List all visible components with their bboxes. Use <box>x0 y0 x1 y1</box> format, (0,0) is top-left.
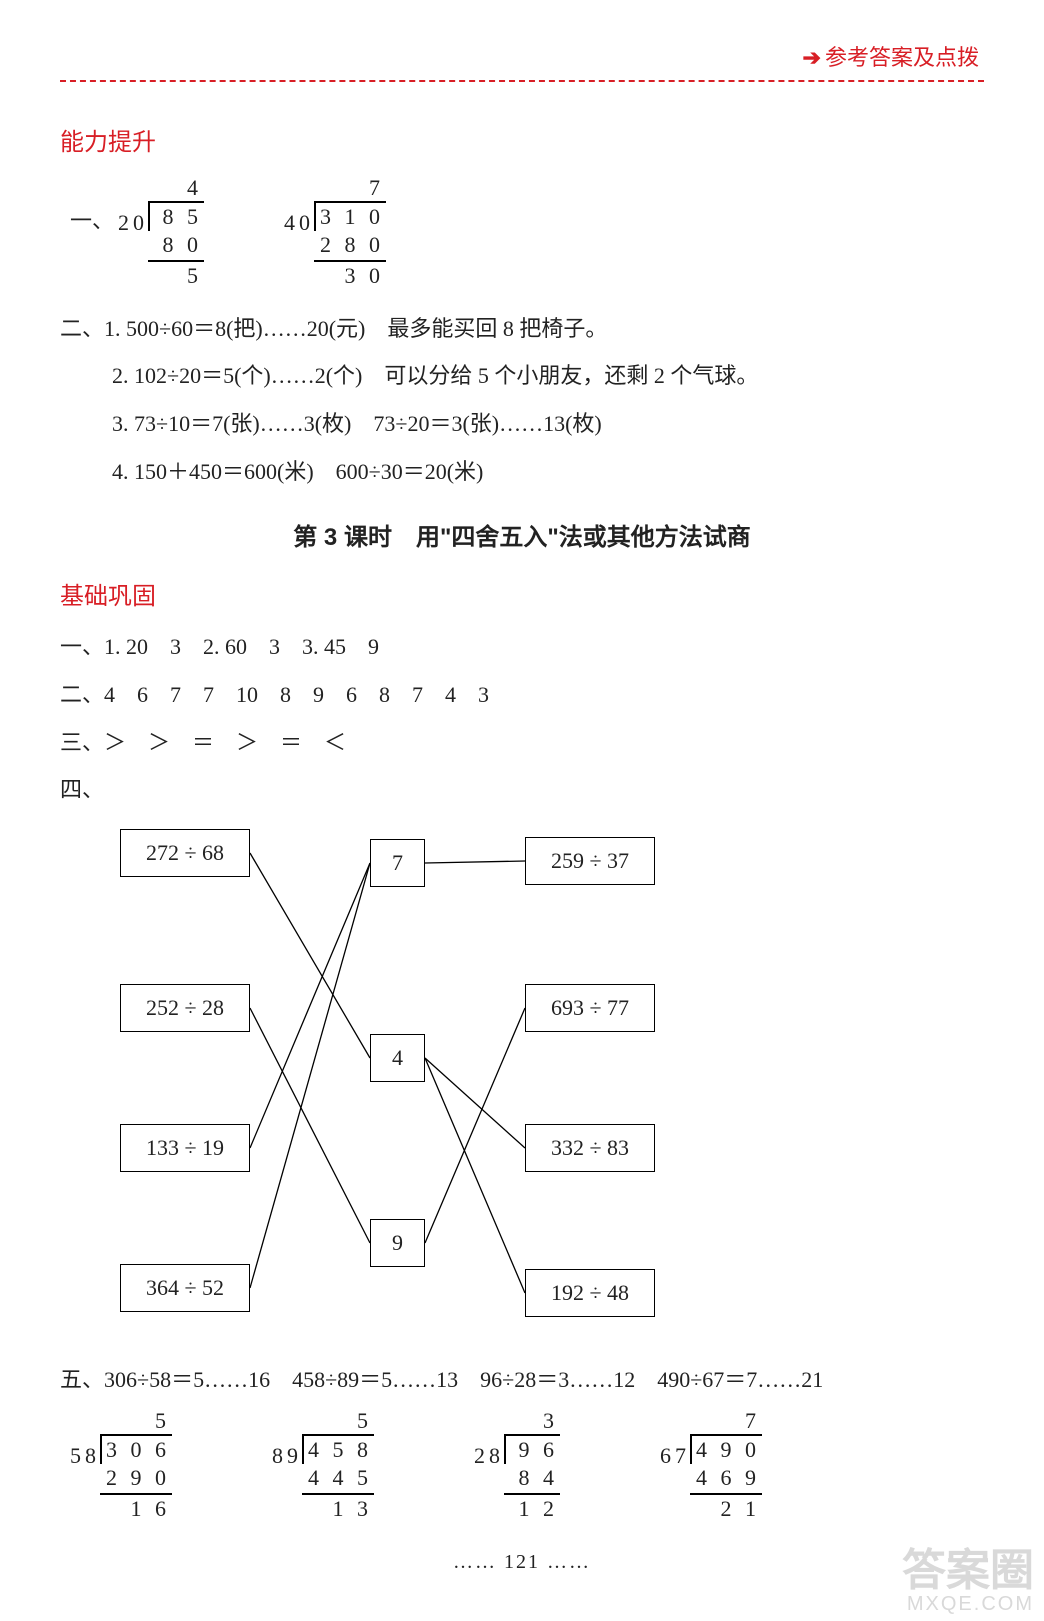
answer-line-five: 五、306÷58＝5……16 458÷89＝5……13 96÷28＝3……12 … <box>60 1359 984 1401</box>
header-divider <box>60 80 984 82</box>
diagram-expression-node: 272 ÷ 68 <box>120 829 250 877</box>
page-root: ➔参考答案及点拨 能力提升 一、2048 58 054073 1 02 8 03… <box>0 0 1044 1621</box>
division-step: 4 6 9 <box>690 1464 762 1492</box>
answer-line: 二、4 6 7 7 10 8 9 6 8 7 4 3 <box>60 674 984 716</box>
division-step: 1 6 <box>100 1495 172 1523</box>
quotient: 5 <box>302 1407 374 1437</box>
section-title-ability: 能力提升 <box>60 120 984 166</box>
answer-line: 4. 150＋450＝600(米) 600÷30＝20(米) <box>112 451 984 493</box>
diagram-expression-node: 252 ÷ 28 <box>120 984 250 1032</box>
quotient: 5 <box>100 1407 172 1437</box>
diagram-expression-node: 133 ÷ 19 <box>120 1124 250 1172</box>
long-division: 73 1 02 8 0 3 0 <box>314 174 386 290</box>
answer-line: 二、1. 500÷60＝8(把)……20(元) 最多能买回 8 把椅子。 <box>60 308 984 350</box>
division-step: 2 9 0 <box>100 1464 172 1492</box>
diagram-expression-node: 192 ÷ 48 <box>525 1269 655 1317</box>
division-step: 4 4 5 <box>302 1464 374 1492</box>
division-step: 2 8 0 <box>314 231 386 259</box>
section-title-basic: 基础巩固 <box>60 574 984 620</box>
watermark-line1: 答案圈 <box>902 1548 1034 1594</box>
answer-line: 三、＞ ＞ ＝ ＞ ＝ ＜ <box>60 722 984 764</box>
division-step: 8 4 <box>504 1464 560 1492</box>
watermark-line2: MXQE.COM <box>902 1594 1034 1615</box>
long-division-row-bottom: 5853 0 62 9 01 68954 5 84 4 51 32839 68 … <box>70 1407 984 1523</box>
header-text: 参考答案及点拨 <box>825 45 979 70</box>
long-division: 48 58 0 5 <box>148 174 204 290</box>
diagram-expression-node: 332 ÷ 83 <box>525 1124 655 1172</box>
diagram-expression-node: 259 ÷ 37 <box>525 837 655 885</box>
header-arrow-icon: ➔ <box>803 45 821 70</box>
divisor: 67 <box>660 1435 690 1477</box>
content-area: 能力提升 一、2048 58 054073 1 02 8 03 0 二、1. 5… <box>60 120 984 1581</box>
answer-line: 3. 73÷10＝7(张)……3(枚) 73÷20＝3(张)……13(枚) <box>112 403 984 445</box>
division-step: 5 <box>148 262 204 290</box>
dividend: 3 0 6 <box>106 1436 172 1464</box>
long-division-row-top: 一、2048 58 0 5 4073 1 02 8 0 3 0 <box>70 174 984 290</box>
long-division: 54 5 84 4 5 1 3 <box>302 1407 374 1523</box>
division-step: 1 3 <box>302 1495 374 1523</box>
problem-label: 一、 <box>70 200 114 242</box>
diagram-result-node: 9 <box>370 1219 425 1267</box>
answer-line: 四、 <box>60 769 984 811</box>
quotient: 7 <box>690 1407 762 1437</box>
watermark: 答案圈 MXQE.COM <box>902 1548 1034 1615</box>
division-step: 1 2 <box>504 1495 560 1523</box>
lesson-title: 第 3 课时 用"四舍五入"法或其他方法试商 <box>60 515 984 561</box>
matching-diagram: 272 ÷ 68 252 ÷ 28 133 ÷ 19 364 ÷ 52 259 ÷ 37… <box>80 819 780 1349</box>
divisor: 28 <box>474 1435 504 1477</box>
long-division: 74 9 04 6 9 2 1 <box>690 1407 762 1523</box>
division-step: 2 1 <box>690 1495 762 1523</box>
divisor: 89 <box>272 1435 302 1477</box>
quotient: 4 <box>148 174 204 204</box>
dividend: 4 9 0 <box>696 1436 762 1464</box>
long-division: 53 0 62 9 0 1 6 <box>100 1407 172 1523</box>
divisor: 58 <box>70 1435 100 1477</box>
diagram-expression-node: 693 ÷ 77 <box>525 984 655 1032</box>
dividend: 9 6 <box>510 1436 560 1464</box>
division-step: 3 0 <box>314 262 386 290</box>
dividend: 8 5 <box>154 203 204 231</box>
long-division: 39 68 4 1 2 <box>504 1407 560 1523</box>
divisor: 20 <box>118 202 148 244</box>
diagram-result-node: 7 <box>370 839 425 887</box>
division-step: 8 0 <box>148 231 204 259</box>
answer-line: 一、1. 20 3 2. 60 3 3. 45 9 <box>60 626 984 668</box>
dividend: 4 5 8 <box>308 1436 374 1464</box>
dividend: 3 1 0 <box>320 203 386 231</box>
page-header: ➔参考答案及点拨 <box>803 40 979 72</box>
answer-line: 2. 102÷20＝5(个)……2(个) 可以分给 5 个小朋友，还剩 2 个气… <box>112 355 984 397</box>
diagram-expression-node: 364 ÷ 52 <box>120 1264 250 1312</box>
diagram-result-node: 4 <box>370 1034 425 1082</box>
divisor: 40 <box>284 202 314 244</box>
page-number: …… 121 …… <box>60 1543 984 1581</box>
quotient: 7 <box>314 174 386 204</box>
quotient: 3 <box>504 1407 560 1437</box>
